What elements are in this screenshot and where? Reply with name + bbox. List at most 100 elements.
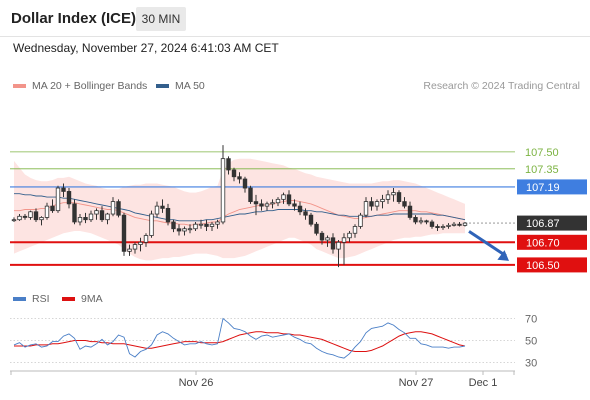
candle: [127, 244, 132, 256]
candle: [39, 216, 44, 226]
candle-body: [457, 223, 462, 226]
candle: [187, 224, 193, 234]
x-tick-label: Nov 27: [399, 377, 434, 389]
candle-body: [424, 220, 429, 223]
candle: [402, 197, 407, 209]
candle: [462, 221, 468, 227]
candle-body: [132, 244, 138, 250]
candle-body: [451, 223, 457, 226]
candle: [17, 214, 22, 221]
level-label-bg-106.50: [517, 257, 587, 273]
candle-body: [72, 203, 77, 223]
candle-body: [149, 213, 154, 236]
candle-body: [418, 220, 424, 223]
level-label-106.87: 106.87: [526, 218, 560, 230]
candle-body: [336, 241, 341, 250]
candle-body: [270, 202, 275, 205]
candle-body: [385, 194, 391, 200]
ma50-legend-swatch: [156, 84, 169, 88]
header-divider: [0, 36, 590, 37]
candle: [303, 208, 308, 220]
level-label-107.19: 107.19: [526, 182, 560, 194]
candle: [44, 202, 50, 220]
candle-body: [363, 201, 369, 216]
candle: [226, 156, 231, 175]
candle: [413, 215, 418, 225]
candle-body: [116, 201, 121, 216]
candle-body: [462, 222, 468, 226]
candle-body: [330, 237, 336, 250]
candle: [88, 210, 94, 222]
candle-body: [242, 178, 248, 189]
candle: [11, 217, 17, 222]
candle: [435, 224, 440, 231]
candle: [22, 214, 28, 220]
candle: [308, 212, 314, 227]
candle-body: [105, 213, 110, 221]
candle: [94, 208, 99, 220]
candle: [77, 214, 83, 226]
candle-body: [198, 223, 204, 226]
candle-body: [358, 214, 363, 227]
candle: [198, 219, 204, 229]
candle-body: [341, 237, 347, 243]
candle-body: [308, 214, 314, 225]
header: Dollar Index (ICE) 30 MIN: [0, 0, 590, 36]
candle-body: [226, 158, 231, 171]
candle-body: [154, 205, 160, 215]
candle: [66, 188, 72, 209]
candle: [391, 188, 396, 202]
candle: [385, 190, 391, 204]
ma20-line: [14, 200, 466, 226]
ma50-line: [14, 193, 466, 222]
candle: [121, 212, 127, 256]
candle: [451, 221, 457, 227]
rsi-legend-swatch: [13, 297, 26, 301]
candle: [347, 231, 352, 243]
candle: [176, 224, 182, 236]
candle-body: [187, 228, 193, 231]
candle: [72, 199, 77, 225]
level-label-106.70: 106.70: [526, 237, 560, 249]
candle: [149, 210, 154, 238]
level-label-bg-107.19: [517, 179, 587, 195]
candle: [253, 194, 259, 216]
candle: [33, 208, 39, 222]
candle-body: [314, 223, 319, 234]
candle: [446, 223, 451, 229]
candle-body: [94, 210, 99, 215]
candle: [275, 197, 281, 207]
candle-body: [28, 211, 33, 218]
legend-label-9ma: 9MA: [81, 293, 103, 305]
candle-body: [380, 198, 385, 203]
candle-body: [259, 203, 264, 207]
ma9-legend-swatch: [62, 297, 75, 301]
candle-body: [176, 228, 182, 232]
candle-body: [22, 215, 28, 218]
candle-body: [303, 211, 308, 216]
rsi-tick-label-70: 70: [525, 314, 537, 326]
timeframe-button[interactable]: 30 MIN: [136, 7, 186, 31]
candle: [50, 199, 55, 213]
candle-body: [286, 194, 292, 205]
candle-body: [204, 223, 209, 227]
candle: [248, 185, 253, 204]
candle-body: [292, 203, 297, 207]
candle: [143, 233, 149, 247]
candle-body: [297, 205, 303, 213]
candle-body: [39, 217, 44, 221]
candle-body: [143, 235, 149, 243]
legend-label-ma20: MA 20 + Bollinger Bands: [32, 80, 148, 92]
candle: [429, 219, 435, 229]
candle-body: [138, 241, 143, 245]
candle-body: [237, 176, 242, 180]
candle: [220, 145, 226, 225]
legend-rsi: RSI: [13, 293, 50, 305]
candle: [363, 197, 369, 218]
candle-body: [402, 201, 407, 207]
candle-body: [281, 194, 286, 200]
candle: [341, 233, 347, 265]
candle-body: [374, 201, 380, 207]
candle-body: [407, 205, 413, 218]
